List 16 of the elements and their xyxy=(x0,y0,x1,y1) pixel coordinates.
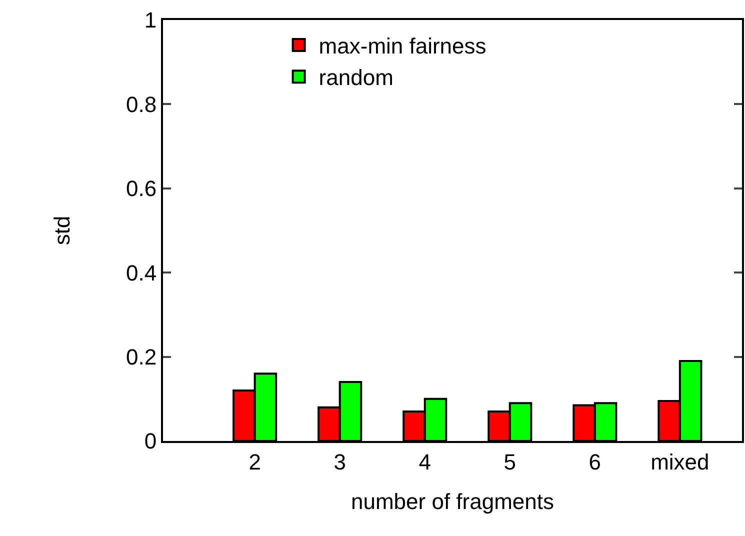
y-tick-label: 1 xyxy=(144,8,157,33)
x-tick-label: 3 xyxy=(334,449,346,474)
x-tick-label: 6 xyxy=(588,449,602,474)
x-tick-label: 5 xyxy=(504,449,516,474)
x-tick-label: 2 xyxy=(248,449,261,474)
y-tick-label: 0.8 xyxy=(126,92,157,117)
x-tick-label: 4 xyxy=(418,449,431,474)
x-axis-title: number of fragments xyxy=(351,488,554,514)
y-tick-label: 0.4 xyxy=(126,260,157,286)
y-axis-title: std xyxy=(49,216,74,246)
legend-label: max-min fairness xyxy=(318,34,486,59)
y-tick-label: 0 xyxy=(144,428,157,454)
x-tick-label: mixed xyxy=(650,449,710,474)
legend-label: random xyxy=(318,65,394,90)
y-tick-label: 0.6 xyxy=(126,176,157,202)
y-tick-label: 0.2 xyxy=(126,344,157,370)
